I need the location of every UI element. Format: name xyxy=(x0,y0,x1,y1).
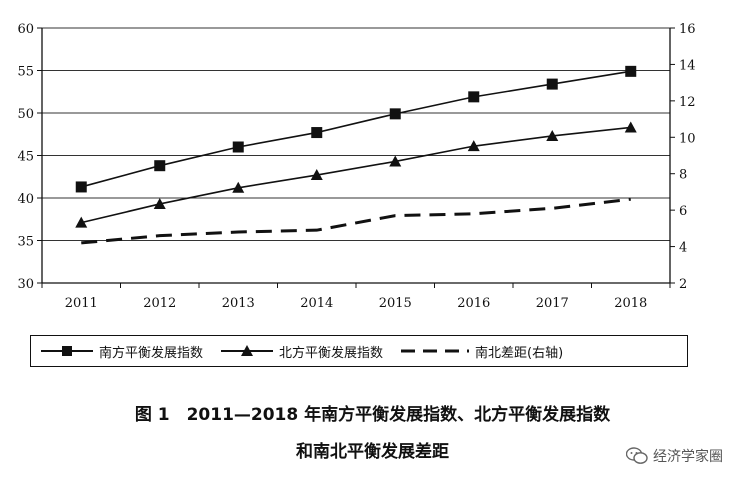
legend-label-north: 北方平衡发展指数 xyxy=(279,345,384,361)
data-point-triangle xyxy=(153,197,166,209)
x-tick-label: 2012 xyxy=(143,296,176,311)
watermark-text: 经济学家圈 xyxy=(653,449,723,465)
left-y-tick-label: 35 xyxy=(17,235,34,250)
figure-caption-line2: 和南北平衡发展差距 xyxy=(296,442,449,462)
right-y-tick-label: 6 xyxy=(679,204,687,219)
data-point-square xyxy=(625,65,637,77)
left-y-tick-label: 60 xyxy=(17,22,34,37)
left-y-tick-label: 40 xyxy=(17,192,34,207)
legend-label-gap: 南北差距(右轴) xyxy=(475,345,564,361)
data-point-triangle xyxy=(624,121,637,133)
data-point-triangle xyxy=(467,140,480,152)
right-y-tick-label: 8 xyxy=(679,168,687,183)
legend-label-south: 南方平衡发展指数 xyxy=(99,345,204,361)
x-tick-label: 2011 xyxy=(65,296,98,311)
x-tick-label: 2017 xyxy=(536,296,569,311)
data-point-square xyxy=(311,127,323,139)
left-y-tick-label: 45 xyxy=(17,150,34,165)
data-point-square xyxy=(468,91,480,103)
gridlines xyxy=(42,27,670,241)
x-tick-label: 2014 xyxy=(300,296,333,311)
left-y-tick-label: 50 xyxy=(17,107,34,122)
series-line-0 xyxy=(81,70,631,188)
left-y-axis-ticks: 30 35 40 45 50 55 60 xyxy=(17,22,42,292)
legend-item-south: 南方平衡发展指数 xyxy=(41,342,203,361)
data-point-square xyxy=(389,108,401,120)
right-y-tick-label: 16 xyxy=(679,22,696,37)
right-y-tick-label: 10 xyxy=(679,131,696,146)
x-tick-label: 2016 xyxy=(457,296,490,311)
x-axis-ticks: 2011 2012 2013 2014 2015 2016 2017 2018 xyxy=(41,283,671,311)
right-y-tick-label: 2 xyxy=(679,277,687,292)
data-point-triangle xyxy=(546,129,559,141)
series-line-1 xyxy=(81,126,631,224)
line-chart: 2011 2012 2013 2014 2015 2016 2017 2018 30 35 40 4… xyxy=(17,22,696,311)
legend: 南方平衡发展指数 北方平衡发展指数 南北差距(右轴) xyxy=(30,335,688,367)
right-y-axis-ticks: 2 4 6 8 10 12 14 16 xyxy=(670,22,696,292)
figure-caption-line1: 图 1 2011—2018 年南方平衡发展指数、北方平衡发展指数 xyxy=(134,405,611,425)
data-point-triangle xyxy=(75,216,88,228)
data-point-triangle xyxy=(232,181,245,193)
data-point-triangle xyxy=(310,169,323,181)
wechat-icon xyxy=(626,447,648,464)
legend-square-marker-icon xyxy=(41,346,93,356)
watermark: 经济学家圈 xyxy=(626,446,723,466)
series-lines xyxy=(75,65,637,245)
x-tick-label: 2015 xyxy=(379,296,412,311)
series-line-2 xyxy=(81,197,631,245)
legend-triangle-marker-icon xyxy=(221,345,274,356)
x-tick-label: 2018 xyxy=(614,296,647,311)
legend-dashed-line-icon xyxy=(401,349,470,353)
data-point-triangle xyxy=(389,155,402,167)
legend-item-north: 北方平衡发展指数 xyxy=(221,342,383,361)
data-point-square xyxy=(546,78,558,90)
left-y-tick-label: 30 xyxy=(17,277,34,292)
right-y-tick-label: 4 xyxy=(679,241,687,256)
left-y-tick-label: 55 xyxy=(17,65,34,80)
data-point-square xyxy=(154,160,166,172)
data-point-square xyxy=(75,181,87,193)
right-y-tick-label: 14 xyxy=(679,58,696,73)
data-point-square xyxy=(232,141,244,153)
x-tick-label: 2013 xyxy=(222,296,255,311)
legend-item-gap: 南北差距(右轴) xyxy=(401,342,563,361)
right-y-tick-label: 12 xyxy=(679,95,696,110)
